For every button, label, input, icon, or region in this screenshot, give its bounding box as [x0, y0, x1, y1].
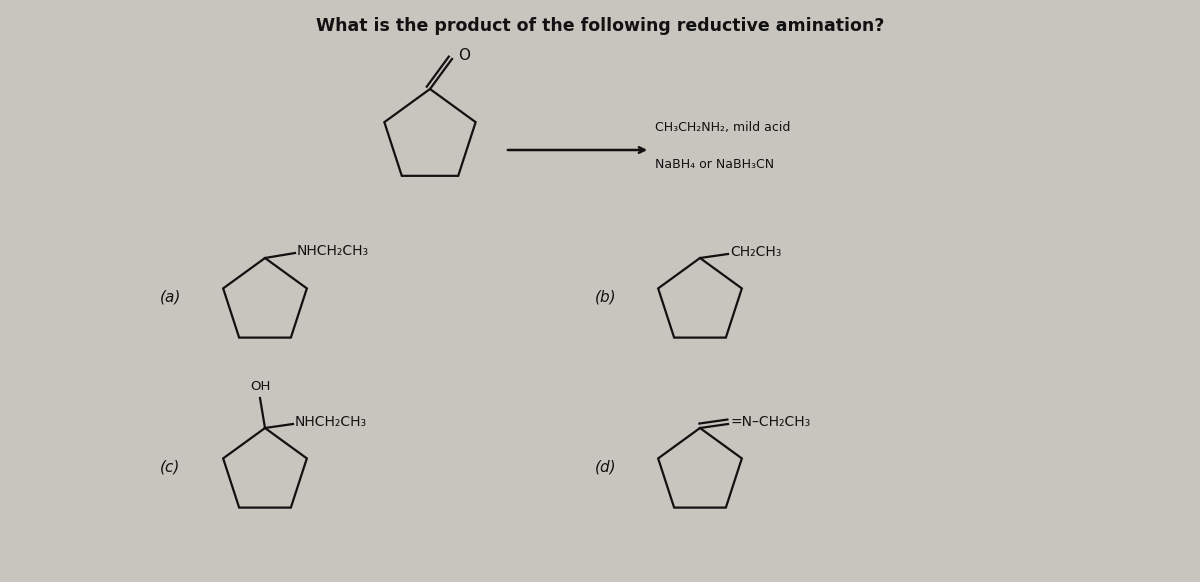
Text: OH: OH — [250, 379, 270, 392]
Text: (c): (c) — [160, 460, 180, 474]
Text: What is the product of the following reductive amination?: What is the product of the following red… — [316, 17, 884, 35]
Polygon shape — [384, 89, 475, 176]
Text: =N–CH₂CH₃: =N–CH₂CH₃ — [730, 415, 810, 429]
Text: NHCH₂CH₃: NHCH₂CH₃ — [298, 244, 370, 258]
Text: (a): (a) — [160, 289, 181, 304]
Text: CH₃CH₂NH₂, mild acid: CH₃CH₂NH₂, mild acid — [655, 120, 791, 133]
Polygon shape — [658, 428, 742, 508]
Text: O: O — [458, 48, 470, 62]
Text: (b): (b) — [595, 289, 617, 304]
Polygon shape — [223, 258, 307, 338]
Text: CH₂CH₃: CH₂CH₃ — [730, 245, 781, 259]
Polygon shape — [223, 428, 307, 508]
Text: NHCH₂CH₃: NHCH₂CH₃ — [295, 415, 367, 429]
Text: (d): (d) — [595, 460, 617, 474]
Polygon shape — [658, 258, 742, 338]
Text: NaBH₄ or NaBH₃CN: NaBH₄ or NaBH₃CN — [655, 158, 774, 171]
